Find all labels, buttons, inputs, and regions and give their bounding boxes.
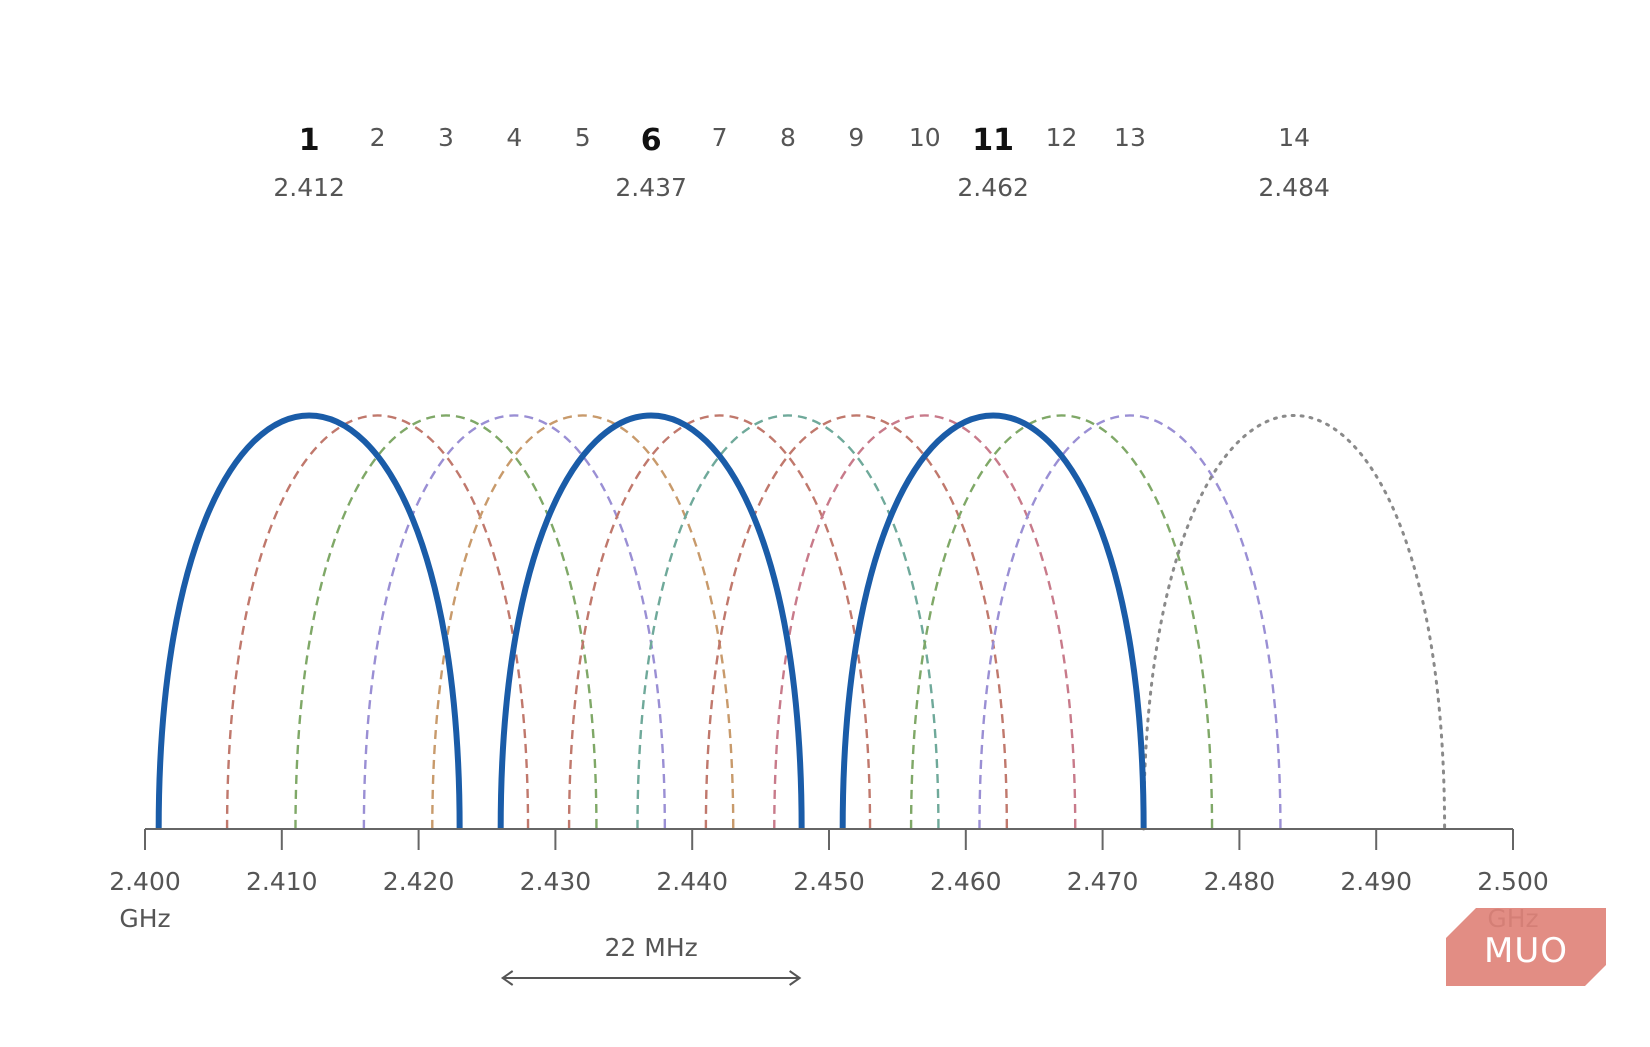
- channel-1-label: 1: [299, 123, 320, 158]
- channel-10-label: 10: [909, 123, 941, 152]
- channel-12-label: 12: [1046, 123, 1078, 152]
- channel-14-center-freq: 2.484: [1258, 173, 1330, 202]
- channel-10-curve: [773, 414, 1077, 830]
- channel-12-curve: [909, 414, 1214, 830]
- channel-labels: 1 2.412 2 3 4 5 6 2.437 7 8 9 10 11 2.462 12 13 14 2.484: [273, 123, 1330, 202]
- channel-11-center-freq: 2.462: [957, 173, 1029, 202]
- muo-logo: MUO: [1446, 908, 1606, 986]
- channel-8-label: 8: [780, 123, 796, 152]
- channel-7-label: 7: [712, 123, 728, 152]
- channel-1-curve: [155, 412, 463, 830]
- channel-14-label: 14: [1278, 123, 1310, 152]
- axis-tick-label: 2.460: [930, 867, 1002, 896]
- channel-6-label: 6: [641, 123, 662, 158]
- logo-text: MUO: [1484, 931, 1568, 971]
- channel-2-curve: [225, 414, 530, 830]
- axis-tick-label: 2.440: [656, 867, 728, 896]
- channel-13-label: 13: [1114, 123, 1146, 152]
- channel-6-center-freq: 2.437: [615, 173, 687, 202]
- width-arrow-left-head: [500, 970, 514, 986]
- frequency-axis: 2.400 GHz 2.410 2.420 2.430 2.440 2.450 2.460 2.…: [109, 828, 1549, 933]
- logo-corner: [1588, 968, 1606, 986]
- width-annotation: 22 MHz: [500, 933, 802, 986]
- channel-1-center-freq: 2.412: [273, 173, 345, 202]
- width-label: 22 MHz: [605, 933, 698, 962]
- channel-5-curve: [431, 414, 735, 830]
- channel-8-curve: [636, 414, 940, 830]
- channel-4-curve: [362, 414, 667, 830]
- channel-11-curve: [839, 412, 1147, 830]
- channel-6-curve: [497, 412, 805, 830]
- channel-2-label: 2: [370, 123, 386, 152]
- channel-9-curve: [704, 414, 1009, 830]
- axis-tick-label: 2.490: [1340, 867, 1412, 896]
- axis-tick-label: 2.470: [1067, 867, 1139, 896]
- channel-14-curve: [1142, 413, 1447, 831]
- channel-5-label: 5: [575, 123, 591, 152]
- axis-tick-label: 2.420: [383, 867, 455, 896]
- width-arrow-right-head: [789, 970, 802, 986]
- channel-curves: [155, 412, 1447, 831]
- channel-13-curve: [978, 414, 1282, 830]
- axis-tick-label: 2.450: [793, 867, 865, 896]
- axis-tick-label: 2.400: [109, 867, 181, 896]
- axis-tick-label: 2.410: [246, 867, 318, 896]
- channel-7-curve: [567, 414, 872, 830]
- channel-3-curve: [294, 414, 598, 830]
- channel-11-label: 11: [972, 123, 1014, 158]
- axis-unit-label: GHz: [119, 904, 170, 933]
- channel-9-label: 9: [848, 123, 864, 152]
- channel-4-label: 4: [506, 123, 522, 152]
- channel-3-label: 3: [438, 123, 454, 152]
- logo-badge: [1446, 908, 1606, 986]
- axis-tick-label: 2.500: [1477, 867, 1549, 896]
- axis-tick-label: 2.480: [1204, 867, 1276, 896]
- axis-tick-label: 2.430: [520, 867, 592, 896]
